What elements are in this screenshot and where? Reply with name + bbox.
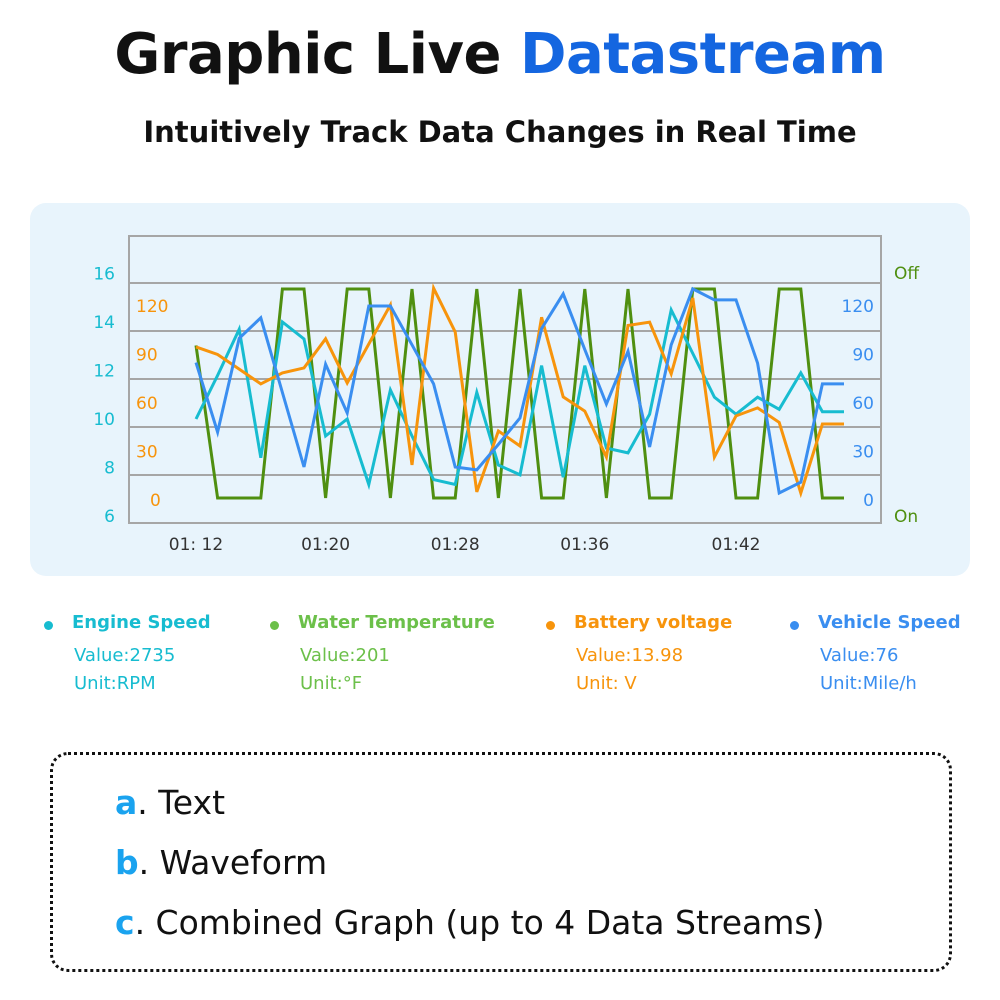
page-title: Graphic Live Datastream xyxy=(0,22,1000,87)
legend-name: Engine Speed xyxy=(72,612,211,633)
y-tick-label-vehicle-speed: 30 xyxy=(852,443,874,463)
series-line-battery-voltage xyxy=(195,283,844,499)
legend-dot-icon xyxy=(270,621,279,630)
y-tick-label-battery-voltage: 30 xyxy=(136,443,158,463)
y-tick-label-vehicle-speed: 60 xyxy=(852,394,874,414)
y-tick-label-battery-voltage: 90 xyxy=(136,346,158,366)
y-tick-label-engine-speed: 14 xyxy=(93,313,115,333)
legend-value: Value:76 xyxy=(820,645,899,666)
legend-value: Value:13.98 xyxy=(576,645,684,666)
y-tick-label-vehicle-speed: 120 xyxy=(842,297,874,317)
y-tick-label-off: Off xyxy=(894,264,920,284)
y-tick-label-battery-voltage: 0 xyxy=(150,491,161,511)
legend-name: Vehicle Speed xyxy=(818,612,961,633)
legend-name: Battery voltage xyxy=(574,612,733,633)
legend-value: Value:2735 xyxy=(74,645,176,666)
legend-dot-icon xyxy=(44,621,53,630)
series-line-vehicle-speed xyxy=(194,286,844,496)
y-tick-label-engine-speed: 16 xyxy=(93,265,115,285)
legend-value: Value:201 xyxy=(300,645,390,666)
legend-unit: Unit:°F xyxy=(300,673,363,694)
legend-dot-icon xyxy=(790,621,799,630)
y-tick-label-on: On xyxy=(894,507,918,527)
chart-panel xyxy=(30,203,970,576)
legend-dot-icon xyxy=(546,621,555,630)
series-line-water-temperature xyxy=(194,287,844,500)
x-tick-label: 01:28 xyxy=(431,535,480,555)
title-main: Graphic Live xyxy=(114,22,501,87)
y-tick-label-engine-speed: 12 xyxy=(93,362,115,382)
x-tick-label: 01:42 xyxy=(712,535,761,555)
legend-unit: Unit: V xyxy=(576,673,637,694)
y-tick-label-engine-speed: 6 xyxy=(104,507,115,527)
series-line-engine-speed xyxy=(194,305,844,491)
mode-letter: b xyxy=(115,843,139,882)
x-tick-label: 01:36 xyxy=(560,535,609,555)
mode-label: . Combined Graph (up to 4 Data Streams) xyxy=(134,903,825,942)
y-tick-label-vehicle-speed: 0 xyxy=(863,491,874,511)
mode-item-combined-graph: c. Combined Graph (up to 4 Data Streams) xyxy=(115,903,825,942)
mode-label: . Waveform xyxy=(138,843,328,882)
mode-letter: a xyxy=(115,783,138,822)
y-tick-label-battery-voltage: 60 xyxy=(136,394,158,414)
legend-name: Water Temperature xyxy=(298,612,495,633)
title-accent: Datastream xyxy=(519,22,886,87)
x-tick-label: 01: 12 xyxy=(169,535,223,555)
combined-line-chart: 6 8 10 12 14 16 0 30 60 90 120 0 30 60 90 120 On Off 01: 1… xyxy=(93,235,920,555)
mode-item-text: a. Text xyxy=(115,783,225,822)
y-tick-label-vehicle-speed: 90 xyxy=(852,346,874,366)
x-tick-label: 01:20 xyxy=(301,535,350,555)
mode-item-waveform: b. Waveform xyxy=(115,843,327,882)
y-tick-label-engine-speed: 10 xyxy=(93,410,115,430)
page-subtitle: Intuitively Track Data Changes in Real T… xyxy=(143,115,857,149)
display-modes-box: a. Text b. Waveform c. Combined Graph (u… xyxy=(50,752,952,972)
mode-label: . Text xyxy=(137,783,226,822)
y-tick-label-engine-speed: 8 xyxy=(104,459,115,479)
legend-unit: Unit:RPM xyxy=(74,673,156,694)
mode-letter: c xyxy=(115,903,135,942)
y-tick-label-battery-voltage: 120 xyxy=(136,297,168,317)
legend-unit: Unit:Mile/h xyxy=(820,673,917,694)
